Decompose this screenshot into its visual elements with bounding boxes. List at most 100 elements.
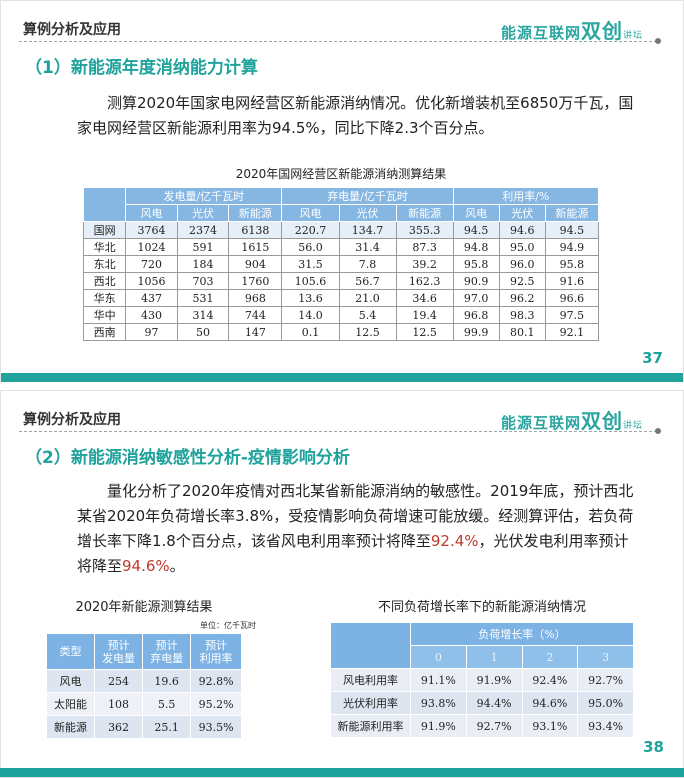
table-cell: 50 (176, 323, 230, 341)
table-cell: 96.0 (498, 255, 546, 273)
paragraph: 量化分析了2020年疫情对西北某省新能源消纳的敏感性。2019年底，预计西北某省… (77, 479, 643, 579)
table-cell: 355.3 (395, 221, 454, 239)
divider-dot (655, 38, 661, 44)
table-cell: 94.9 (544, 238, 600, 256)
table-cell: 5.5 (142, 692, 192, 716)
column-header: 0 (410, 645, 467, 669)
divider (19, 41, 657, 42)
table-cell: 31.4 (338, 238, 397, 256)
table-cell: 254 (94, 669, 144, 693)
right-table-caption: 不同负荷增长率下的新能源消纳情况 (377, 600, 586, 615)
table-cell: 风电 (45, 669, 96, 693)
table-row: 新能源利用率 91.9% 92.7% 93.1% 93.4% (330, 714, 634, 738)
table-cell: 430 (125, 306, 178, 324)
table-cell: 97.5 (544, 306, 600, 324)
table-cell: 国网 (82, 221, 127, 239)
table-cell: 97.0 (452, 289, 500, 307)
table-cell: 92.7% (577, 668, 634, 692)
table-cell: 太阳能 (45, 692, 96, 716)
table-row: 西南 97 50 147 0.1 12.5 12.5 99.9 80.1 92.1 (82, 323, 600, 341)
column-header: 新能源 (228, 204, 283, 222)
table-cell: 531 (176, 289, 230, 307)
table-cell: 94.4% (465, 691, 523, 715)
column-header: 预计 利用率 (190, 633, 242, 670)
pv-rate-highlight: 94.6% (122, 557, 170, 575)
table-cell: 东北 (82, 255, 127, 273)
table-cell: 6138 (228, 221, 283, 239)
table-cell: 56.0 (281, 238, 340, 256)
results-table: 类型 预计 发电量 预计 弃电量 预计 利用率 风电 254 19.6 92.8% 太阳能 108… (45, 633, 242, 739)
table-cell: 91.6 (544, 272, 600, 290)
table-cell: 147 (228, 323, 283, 341)
table-cell: 92.1 (544, 323, 600, 341)
table-cell: 99.9 (452, 323, 500, 341)
table-cell: 90.9 (452, 272, 500, 290)
table-cell: 56.7 (338, 272, 397, 290)
divider (19, 431, 657, 432)
table-cell: 92.4% (521, 668, 579, 692)
text: ，光伏发电利用率预计将降至 (77, 532, 629, 575)
consumption-table: 发电量/亿千瓦时 弃电量/亿千瓦时 利用率/% 风电 光伏 新能源 风电 光伏 新能源 风电 光伏新… (82, 187, 600, 341)
table-cell: 12.5 (338, 323, 397, 341)
table-cell: 98.3 (498, 306, 546, 324)
text: 量化分析了2020年疫情对西北某省新能源消纳的敏感性。2019年底，预计西北某省… (77, 482, 634, 550)
table-cell: 96.2 (498, 289, 546, 307)
table-cell: 362 (94, 715, 144, 739)
column-header: 风电 (281, 204, 340, 222)
table-cell: 93.8% (410, 691, 467, 715)
column-header: 类型 (45, 633, 96, 670)
footer-bar (0, 768, 684, 777)
table-row: 华中 430 314 744 14.0 5.4 19.4 96.8 98.3 97.5 (82, 306, 600, 324)
table-row: 西北 1056 703 1760 105.6 56.7 162.3 90.9 92.5 91.6 (82, 272, 600, 290)
table-cell: 19.6 (142, 669, 192, 693)
table-cell: 96.8 (452, 306, 500, 324)
table-cell: 80.1 (498, 323, 546, 341)
logo: 能源互联网双创讲坛 (500, 409, 643, 433)
column-header: 风电 (125, 204, 178, 222)
table-cell: 新能源利用率 (330, 714, 411, 738)
column-header: 光伏 (498, 204, 546, 222)
column-header: 新能源 (544, 204, 600, 222)
table-cell: 94.5 (452, 221, 500, 239)
table-cell: 92.8% (190, 669, 242, 693)
table-cell: 5.4 (338, 306, 397, 324)
group-header: 负荷增长率（%） (410, 622, 634, 646)
table-cell: 风电利用率 (330, 668, 411, 692)
table-cell: 1056 (125, 272, 178, 290)
table-cell: 91.1% (410, 668, 467, 692)
text: 。 (169, 557, 185, 575)
table-cell: 西南 (82, 323, 127, 341)
table-caption: 2020年国网经营区新能源消纳测算结果 (235, 167, 447, 181)
table-cell: 7.8 (338, 255, 397, 273)
table-cell: 92.7% (465, 714, 523, 738)
table-cell: 95.0 (498, 238, 546, 256)
table-cell: 437 (125, 289, 178, 307)
table-cell: 21.0 (338, 289, 397, 307)
table-cell: 1024 (125, 238, 178, 256)
table-cell: 96.6 (544, 289, 600, 307)
group-header: 发电量/亿千瓦时 (125, 187, 283, 205)
column-header: 1 (465, 645, 523, 669)
table-cell: 14.0 (281, 306, 340, 324)
table-cell: 87.3 (395, 238, 454, 256)
slide-title: （1）新能源年度消纳能力计算 (25, 58, 258, 78)
page-number: 38 (643, 738, 664, 756)
table-row: 国网 3764 2374 6138 220.7 134.7 355.3 94.5 94.6 94.… (82, 221, 600, 239)
table-cell: 314 (176, 306, 230, 324)
paragraph: 测算2020年国家电网经营区新能源消纳情况。优化新增装机至6850万千瓦，国家电… (77, 94, 634, 137)
table-cell: 华东 (82, 289, 127, 307)
column-header: 新能源 (395, 204, 454, 222)
table-cell: 西北 (82, 272, 127, 290)
table-row: 太阳能 108 5.5 95.2% (45, 692, 242, 716)
table-cell: 华北 (82, 238, 127, 256)
table-cell: 1760 (228, 272, 283, 290)
group-header: 利用率/% (452, 187, 600, 205)
table-cell: 2374 (176, 221, 230, 239)
table-cell: 新能源 (45, 715, 96, 739)
table-cell: 720 (125, 255, 178, 273)
column-header: 3 (577, 645, 634, 669)
table-cell: 12.5 (395, 323, 454, 341)
table-cell: 95.8 (452, 255, 500, 273)
table-cell: 93.1% (521, 714, 579, 738)
table-cell: 25.1 (142, 715, 192, 739)
